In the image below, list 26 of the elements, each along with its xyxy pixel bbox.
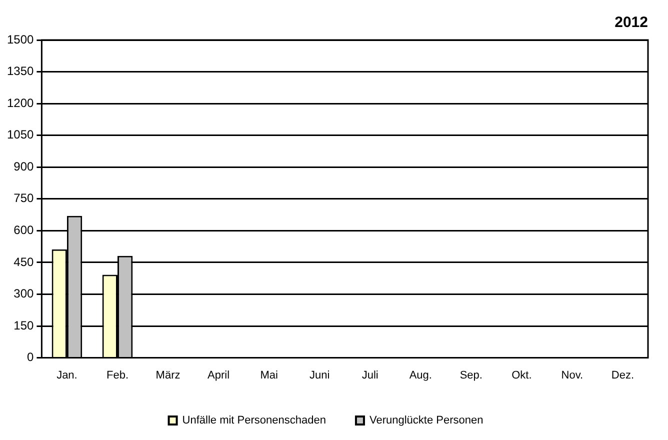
chart-title: 2012 (614, 14, 648, 32)
y-tick-label: 300 (14, 286, 34, 301)
y-tick-label: 1500 (6, 32, 34, 46)
legend-label: Verunglückte Personen (369, 414, 484, 427)
y-tick-label: 1350 (6, 64, 34, 78)
y-tick-label: 1200 (6, 96, 34, 110)
y-tick-label: 900 (14, 159, 34, 174)
x-tick-label: Mai (260, 369, 278, 382)
legend-label: Unfälle mit Personenschaden (182, 414, 326, 427)
x-tick-label: April (208, 369, 230, 382)
y-tick-label: 600 (14, 222, 34, 237)
x-tick-label: Jan. (56, 369, 78, 382)
x-tick-label: Juli (362, 369, 378, 382)
y-tick-label: 750 (14, 191, 34, 206)
x-tick-label: Okt. (512, 369, 532, 382)
y-tick-label: 0 (27, 350, 34, 364)
x-tick-label: Juni (309, 369, 330, 382)
x-tick-label: März (156, 369, 180, 382)
x-tick-label: Nov. (561, 369, 584, 382)
y-tick-label: 1050 (6, 128, 34, 142)
x-tick-label: Sep. (460, 369, 482, 382)
x-tick-label: Aug. (409, 369, 432, 382)
y-tick-label: 150 (14, 318, 34, 332)
y-tick-label: 450 (14, 254, 34, 269)
x-tick-label: Dez. (611, 369, 634, 382)
x-tick-label: Feb. (106, 369, 128, 382)
